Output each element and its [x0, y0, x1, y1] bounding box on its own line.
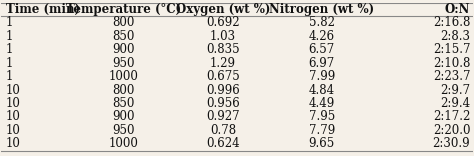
Text: 1: 1: [6, 43, 13, 56]
Text: 2:23.7: 2:23.7: [433, 70, 470, 83]
Text: 0.78: 0.78: [210, 124, 236, 137]
Text: 1000: 1000: [109, 70, 139, 83]
Text: 2:15.7: 2:15.7: [433, 43, 470, 56]
Text: 1.29: 1.29: [210, 57, 236, 70]
Text: 2:9.7: 2:9.7: [440, 83, 470, 97]
Text: 2:17.2: 2:17.2: [433, 110, 470, 123]
Text: 2:10.8: 2:10.8: [433, 57, 470, 70]
Text: 9.65: 9.65: [309, 137, 335, 150]
Text: 900: 900: [113, 43, 135, 56]
Text: 0.692: 0.692: [206, 16, 240, 29]
Text: 2:20.0: 2:20.0: [433, 124, 470, 137]
Text: 10: 10: [6, 83, 21, 97]
Text: Temperature (°C): Temperature (°C): [66, 3, 182, 16]
Text: 0.675: 0.675: [206, 70, 240, 83]
Text: 10: 10: [6, 124, 21, 137]
Text: 900: 900: [113, 110, 135, 123]
Text: 7.95: 7.95: [309, 110, 335, 123]
Text: 0.996: 0.996: [206, 83, 240, 97]
Text: 10: 10: [6, 97, 21, 110]
Text: 1: 1: [6, 30, 13, 43]
Text: 0.927: 0.927: [206, 110, 240, 123]
Text: 7.79: 7.79: [309, 124, 335, 137]
Text: 6.97: 6.97: [309, 57, 335, 70]
Text: 950: 950: [113, 124, 135, 137]
Text: 2:8.3: 2:8.3: [440, 30, 470, 43]
Text: 10: 10: [6, 137, 21, 150]
Text: 1: 1: [6, 70, 13, 83]
Text: 0.624: 0.624: [206, 137, 240, 150]
Text: 5.82: 5.82: [309, 16, 335, 29]
Text: 950: 950: [113, 57, 135, 70]
Text: 0.956: 0.956: [206, 97, 240, 110]
Text: 1: 1: [6, 16, 13, 29]
Text: O:N: O:N: [445, 3, 470, 16]
Text: Oxygen (wt %): Oxygen (wt %): [176, 3, 270, 16]
Text: 2:30.9: 2:30.9: [433, 137, 470, 150]
Text: 1000: 1000: [109, 137, 139, 150]
Text: Time (min): Time (min): [6, 3, 80, 16]
Text: 4.26: 4.26: [309, 30, 335, 43]
Text: 2:16.8: 2:16.8: [433, 16, 470, 29]
Text: 7.99: 7.99: [309, 70, 335, 83]
Text: 6.57: 6.57: [309, 43, 335, 56]
Text: 0.835: 0.835: [206, 43, 240, 56]
Text: 800: 800: [113, 16, 135, 29]
Text: 4.49: 4.49: [309, 97, 335, 110]
Text: 800: 800: [113, 83, 135, 97]
Text: 850: 850: [113, 30, 135, 43]
Text: 2:9.4: 2:9.4: [440, 97, 470, 110]
Text: 850: 850: [113, 97, 135, 110]
Text: 4.84: 4.84: [309, 83, 335, 97]
Text: Nitrogen (wt %): Nitrogen (wt %): [269, 3, 374, 16]
Text: 10: 10: [6, 110, 21, 123]
Text: 1.03: 1.03: [210, 30, 236, 43]
Text: 1: 1: [6, 57, 13, 70]
